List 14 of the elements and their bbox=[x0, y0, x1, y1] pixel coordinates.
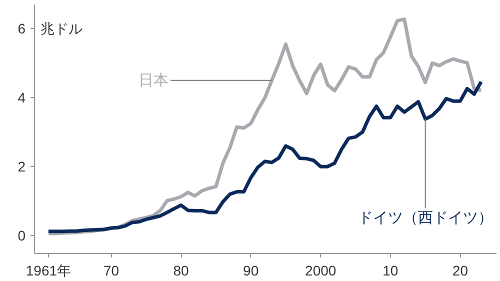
y-axis-title: 兆ドル bbox=[40, 20, 82, 37]
y-tick-label: 4 bbox=[18, 90, 26, 106]
x-tick-label: 10 bbox=[382, 262, 398, 278]
x-tick-label: 80 bbox=[173, 262, 190, 278]
text: 日本 bbox=[138, 72, 169, 89]
x-tick-label: 90 bbox=[243, 262, 259, 278]
y-tick-label: 2 bbox=[18, 158, 26, 175]
x-tick-label: 70 bbox=[103, 262, 120, 278]
x-tick-label: 20 bbox=[452, 262, 468, 278]
x-tick-label: 1961年 bbox=[26, 262, 72, 278]
y-tick-label: 0 bbox=[18, 228, 26, 244]
x-tick-label: 2000 bbox=[305, 262, 336, 278]
y-tick-label: 6 bbox=[18, 20, 26, 37]
text: ドイツ（西ドイツ） bbox=[358, 210, 493, 227]
